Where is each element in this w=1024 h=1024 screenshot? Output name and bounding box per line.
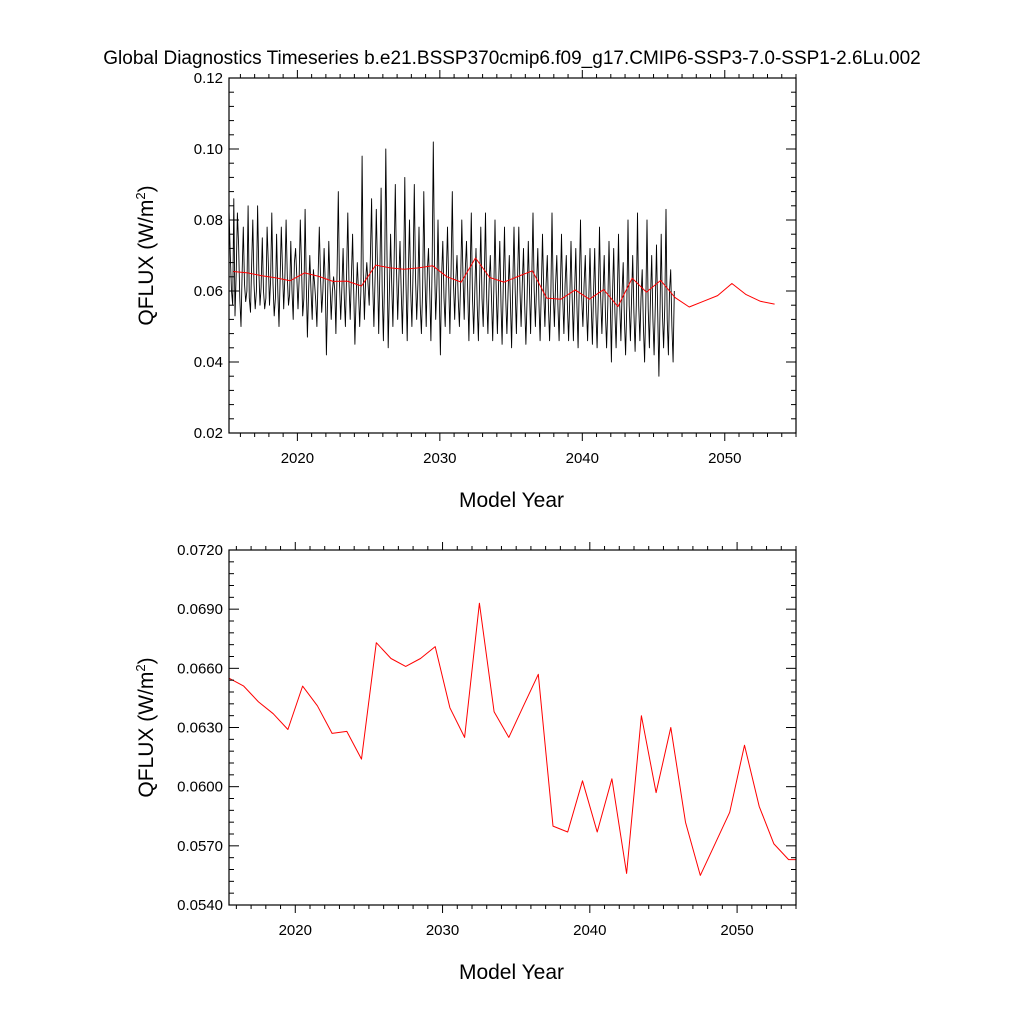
annual-series-line	[229, 602, 796, 876]
y-axis-label: QFLUX (W/m2)	[133, 657, 158, 797]
x-axis-label: Model Year	[459, 489, 564, 512]
y-tick-label: 0.10	[194, 141, 223, 158]
y-axis-label-close: )	[135, 185, 158, 192]
series-group	[229, 602, 796, 876]
y-axis-label-text: QFLUX (W/m	[135, 672, 158, 798]
x-tick-label: 2040	[573, 922, 606, 939]
top-panel: 0.02 0.04 0.06 0.08 0.10 0.12 2020 2030 2040 2050…	[133, 70, 797, 512]
annual-series-line	[233, 257, 775, 308]
x-tick-label: 2030	[426, 922, 459, 939]
y-tick-label: 0.0630	[177, 720, 223, 737]
x-tick-label: 2020	[279, 922, 312, 939]
monthly-series-line	[229, 141, 675, 377]
x-tick-label: 2050	[708, 450, 741, 467]
y-tick-label: 0.06	[194, 283, 223, 300]
figure-title: Global Diagnostics Timeseries b.e21.BSSP…	[103, 48, 920, 69]
y-axis-label-superscript: 2	[133, 192, 148, 199]
y-tick-label: 0.0720	[177, 542, 223, 559]
y-tick-label: 0.0660	[177, 660, 223, 677]
y-tick-label: 0.0600	[177, 779, 223, 796]
x-tick-label: 2020	[281, 450, 314, 467]
y-tick-label: 0.08	[194, 212, 223, 229]
y-axis-label-close: )	[135, 657, 158, 664]
bottom-panel: 0.0540 0.0570 0.0600 0.0630 0.0660 0.0690 0.07…	[133, 542, 797, 984]
x-tick-label: 2040	[566, 450, 599, 467]
y-axis-label-superscript: 2	[133, 664, 148, 671]
y-tick-label: 0.0690	[177, 601, 223, 618]
y-tick-label: 0.0540	[177, 897, 223, 914]
x-tick-label: 2030	[423, 450, 456, 467]
x-axis-label: Model Year	[459, 961, 564, 984]
y-axis-label: QFLUX (W/m2)	[133, 185, 158, 325]
series-group	[229, 141, 775, 377]
y-axis-label-text: QFLUX (W/m	[135, 200, 158, 326]
y-tick-label: 0.0570	[177, 838, 223, 855]
y-tick-label: 0.02	[194, 425, 223, 442]
x-tick-label: 2050	[720, 922, 753, 939]
y-tick-label: 0.12	[194, 70, 223, 87]
plot-frame	[228, 77, 797, 434]
y-tick-label: 0.04	[194, 354, 223, 371]
